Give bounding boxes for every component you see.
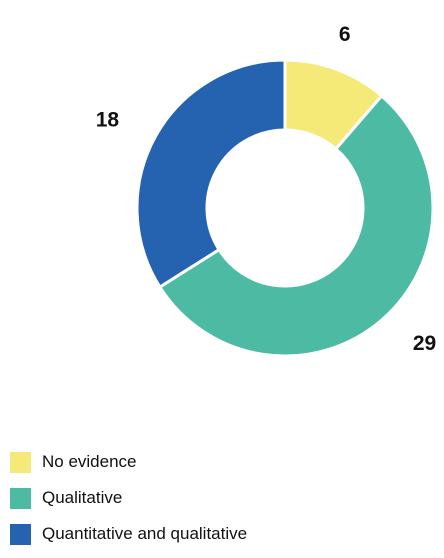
legend-label: Qualitative: [42, 488, 123, 507]
legend-item-no-evidence: No evidence: [10, 450, 430, 474]
legend-label: Quantitative and qualitative: [42, 524, 248, 543]
legend-swatch-no-evidence: [10, 451, 31, 473]
donut-chart: 6 29 18: [96, 23, 436, 358]
data-label-quantitative-and-qualitative: 18: [96, 109, 120, 132]
data-label-qualitative: 29: [413, 332, 436, 355]
donut-slice-quantitative-and-qualitative: [135, 58, 287, 289]
legend: No evidence Qualitative Quantitative and…: [10, 450, 430, 558]
legend-swatch-qualitative: [10, 487, 31, 509]
legend-item-quantitative-and-qualitative: Quantitative and qualitative: [10, 522, 430, 546]
legend-swatch-quantitative-and-qualitative: [10, 523, 31, 545]
donut-slice-qualitative: [158, 94, 435, 358]
legend-label: No evidence: [42, 452, 137, 471]
data-label-no-evidence: 6: [339, 23, 351, 46]
legend-item-qualitative: Qualitative: [10, 486, 430, 510]
